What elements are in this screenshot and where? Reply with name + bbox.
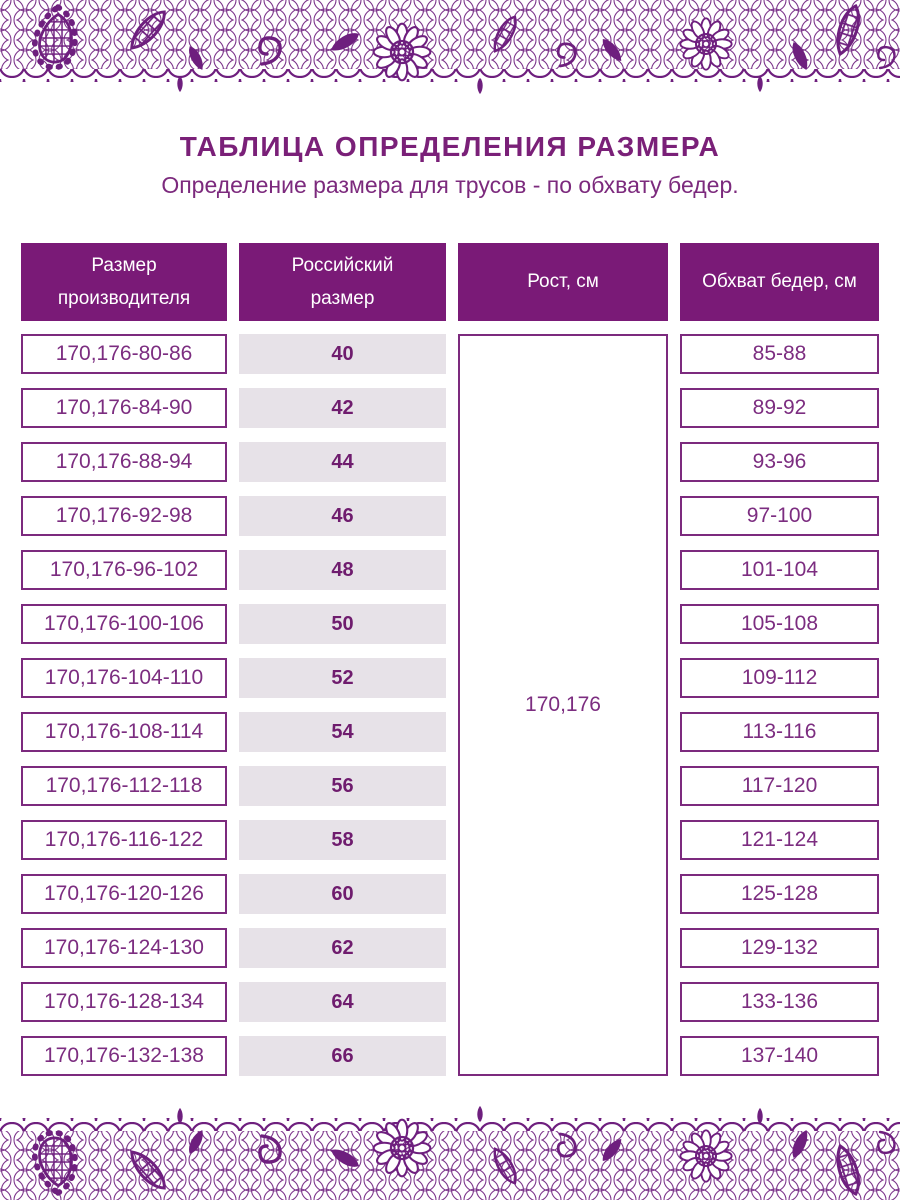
russian-size-cell: 44	[239, 442, 446, 482]
hips-range-cell: 129-132	[680, 928, 879, 968]
russian-size-cell: 58	[239, 820, 446, 860]
column-russian-size: Российский размер 40 42 44 46 48 50 52 54 56 58 60…	[239, 243, 446, 1076]
russian-size-cell: 56	[239, 766, 446, 806]
manufacturer-size-cell: 170,176-128-134	[21, 982, 227, 1022]
russian-size-cell: 52	[239, 658, 446, 698]
hips-range-cell: 109-112	[680, 658, 879, 698]
column-manufacturer-size: Размер производителя 170,176-80-86 170,17…	[21, 243, 227, 1076]
manufacturer-size-cell: 170,176-88-94	[21, 442, 227, 482]
russian-size-cell: 50	[239, 604, 446, 644]
height-merged-cell: 170,176	[458, 334, 668, 1076]
size-table: Размер производителя 170,176-80-86 170,17…	[21, 243, 879, 1076]
manufacturer-size-cell: 170,176-124-130	[21, 928, 227, 968]
hips-range-cell: 85-88	[680, 334, 879, 374]
manufacturer-size-cell: 170,176-116-122	[21, 820, 227, 860]
column-header-height: Рост, см	[458, 243, 668, 321]
russian-size-cell: 48	[239, 550, 446, 590]
lace-border-bottom-icon	[0, 1092, 900, 1200]
manufacturer-size-cell: 170,176-92-98	[21, 496, 227, 536]
hips-range-cell: 113-116	[680, 712, 879, 752]
manufacturer-size-cell: 170,176-100-106	[21, 604, 227, 644]
hips-range-cell: 137-140	[680, 1036, 879, 1076]
russian-size-cell: 60	[239, 874, 446, 914]
manufacturer-size-cell: 170,176-112-118	[21, 766, 227, 806]
russian-size-cell: 66	[239, 1036, 446, 1076]
hips-range-cell: 121-124	[680, 820, 879, 860]
manufacturer-size-cell: 170,176-84-90	[21, 388, 227, 428]
column-header-hips: Обхват бедер, см	[680, 243, 879, 321]
russian-size-cell: 42	[239, 388, 446, 428]
hips-range-cell: 97-100	[680, 496, 879, 536]
lace-border-top-icon	[0, 0, 900, 108]
hips-range-cell: 93-96	[680, 442, 879, 482]
russian-size-cell: 54	[239, 712, 446, 752]
hips-range-cell: 133-136	[680, 982, 879, 1022]
russian-size-cell: 62	[239, 928, 446, 968]
manufacturer-size-cell: 170,176-80-86	[21, 334, 227, 374]
column-header-manufacturer: Размер производителя	[21, 243, 227, 321]
manufacturer-size-cell: 170,176-120-126	[21, 874, 227, 914]
manufacturer-size-cell: 170,176-108-114	[21, 712, 227, 752]
column-header-russian: Российский размер	[239, 243, 446, 321]
manufacturer-size-cell: 170,176-96-102	[21, 550, 227, 590]
page-subtitle: Определение размера для трусов - по обхв…	[161, 172, 739, 198]
russian-size-cell: 46	[239, 496, 446, 536]
hips-range-cell: 105-108	[680, 604, 879, 644]
russian-size-cell: 40	[239, 334, 446, 374]
column-hips: Обхват бедер, см 85-88 89-92 93-96 97-100 10…	[680, 243, 879, 1076]
russian-size-cell: 64	[239, 982, 446, 1022]
hips-range-cell: 89-92	[680, 388, 879, 428]
page-title: ТАБЛИЦА ОПРЕДЕЛЕНИЯ РАЗМЕРА	[179, 131, 721, 162]
manufacturer-size-cell: 170,176-132-138	[21, 1036, 227, 1076]
hips-range-cell: 125-128	[680, 874, 879, 914]
hips-range-cell: 117-120	[680, 766, 879, 806]
manufacturer-size-cell: 170,176-104-110	[21, 658, 227, 698]
hips-range-cell: 101-104	[680, 550, 879, 590]
column-height: Рост, см 170,176	[458, 243, 668, 1076]
